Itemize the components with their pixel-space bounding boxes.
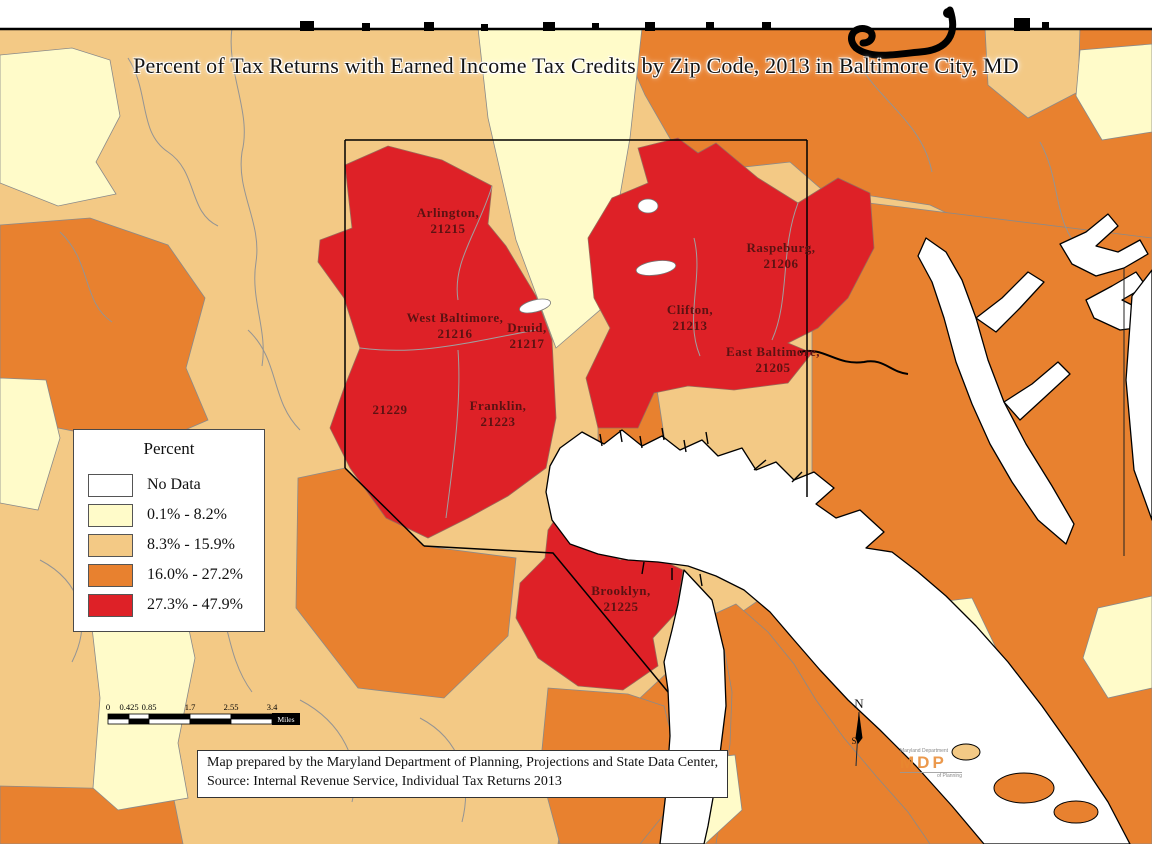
region-polygon-west-baltimore bbox=[317, 145, 557, 539]
scale-bar: 0 0.425 0.85 1.7 2.55 3.4 Miles bbox=[106, 702, 300, 725]
scale-unit-label: Miles bbox=[277, 715, 294, 724]
zip-label-21206: Raspeburg, 21206 bbox=[746, 240, 816, 272]
mdp-logo: Maryland Department MDP of Planning bbox=[900, 748, 972, 779]
patapsco-river bbox=[545, 429, 1131, 844]
mdp-logo-text-bottom: of Planning bbox=[936, 772, 962, 779]
zip-label-21216: West Baltimore, 21216 bbox=[406, 310, 504, 342]
attribution-line: Source: Internal Revenue Service, Indivi… bbox=[207, 773, 562, 789]
legend-title: Percent bbox=[143, 439, 195, 458]
red-internal-boundaries bbox=[359, 185, 799, 519]
legend-swatch-class4 bbox=[88, 593, 133, 617]
zip-label-21213: Clifton, 21213 bbox=[666, 302, 714, 334]
attribution-line: Map prepared by the Maryland Department … bbox=[207, 755, 719, 770]
north-label: N bbox=[854, 696, 864, 711]
creek bbox=[1059, 213, 1149, 277]
legend-row: 8.3% - 15.9% bbox=[88, 533, 235, 557]
legend-row: 0.1% - 8.2% bbox=[88, 503, 227, 527]
scale-tick: 0.85 bbox=[142, 702, 157, 712]
scale-unit-chip bbox=[272, 713, 300, 725]
zip-label-21225: Brooklyn, 21225 bbox=[591, 583, 651, 615]
legend-label: 8.3% - 15.9% bbox=[147, 536, 235, 553]
scale-tick: 0 bbox=[106, 702, 110, 712]
region-polygon bbox=[1075, 43, 1152, 141]
mdp-logo-letters: MDP bbox=[900, 754, 962, 773]
attribution-box: Map prepared by the Maryland Department … bbox=[197, 750, 729, 798]
islands bbox=[951, 743, 1099, 824]
legend-swatch-no-data bbox=[88, 473, 133, 497]
region-polygon bbox=[0, 377, 61, 511]
legend-swatch-class2 bbox=[88, 533, 133, 557]
legend-label: No Data bbox=[147, 476, 201, 493]
ornamental-swash bbox=[848, 6, 957, 59]
legend-row: 16.0% - 27.2% bbox=[88, 563, 243, 587]
north-arrow-icon: N S bbox=[851, 696, 864, 767]
legend-label: 27.3% - 47.9% bbox=[147, 596, 243, 613]
region-polygon bbox=[1082, 595, 1152, 699]
scale-tick: 2.55 bbox=[224, 702, 239, 712]
page-title: Percent of Tax Returns with Earned Incom… bbox=[133, 53, 1019, 78]
city-boundary bbox=[344, 139, 808, 693]
zip-label-21229: 21229 bbox=[372, 402, 408, 417]
legend-swatch-class1 bbox=[88, 503, 133, 527]
bay-edge bbox=[1125, 269, 1152, 521]
region-polygon bbox=[0, 47, 121, 207]
legend-swatch-class3 bbox=[88, 563, 133, 587]
scale-tick: 1.7 bbox=[185, 702, 196, 712]
pier-marks bbox=[599, 427, 803, 587]
scale-tick: 3.4 bbox=[267, 702, 278, 712]
mdp-logo-text-top: Maryland Department bbox=[900, 748, 949, 754]
legend: Percent No Data 0.1% - 8.2% 8.3% - 15.9%… bbox=[73, 429, 265, 632]
top-banner bbox=[0, 0, 1152, 59]
no-data-parks bbox=[519, 198, 677, 314]
zip-label-21215: Arlington, 21215 bbox=[416, 205, 480, 237]
south-label: S bbox=[851, 736, 856, 746]
scale-tick: 0.425 bbox=[119, 702, 138, 712]
region-polygon bbox=[709, 603, 931, 844]
county-boundary-line bbox=[799, 349, 909, 375]
zip-label-21205: East Baltimore, 21205 bbox=[726, 344, 820, 376]
legend-row: No Data bbox=[88, 473, 201, 497]
creek bbox=[1003, 361, 1071, 421]
zip-label-21217: Druid, 21217 bbox=[507, 320, 547, 352]
legend-label: 16.0% - 27.2% bbox=[147, 566, 243, 583]
legend-row: 27.3% - 47.9% bbox=[88, 593, 243, 617]
legend-label: 0.1% - 8.2% bbox=[147, 506, 227, 523]
zip-label-21223: Franklin, 21223 bbox=[469, 398, 527, 430]
creek bbox=[975, 271, 1045, 333]
